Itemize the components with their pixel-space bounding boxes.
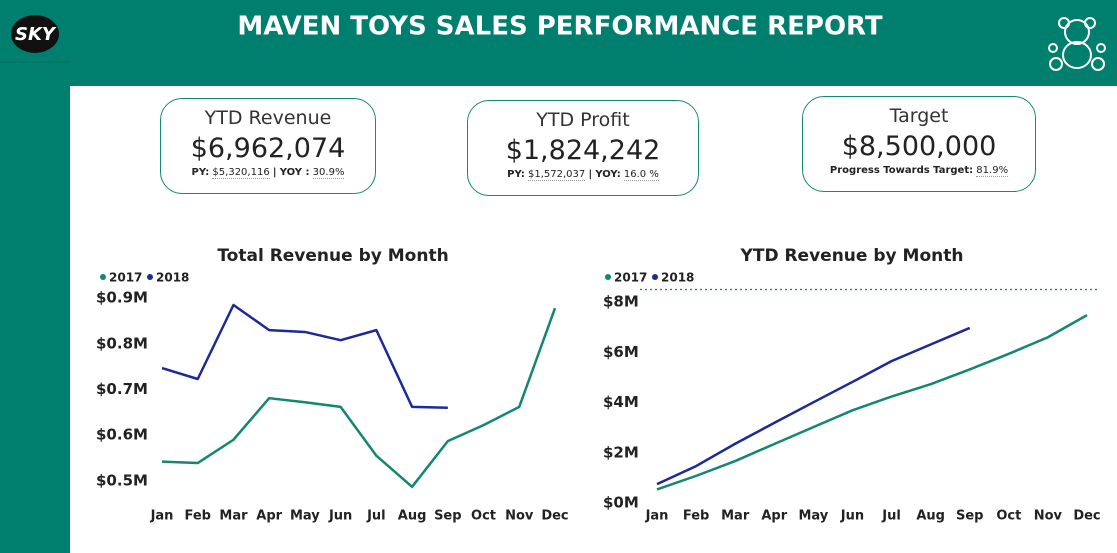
x-tick-label: Nov — [505, 509, 534, 524]
x-tick-label: Jun — [328, 509, 352, 524]
chart-title: YTD Revenue by Month — [740, 246, 964, 266]
kpi-note: PY: $5,320,116 | YOY : 30.9% — [161, 167, 375, 179]
chart-title: Total Revenue by Month — [217, 246, 448, 266]
kpi-card: Target $8,500,000 Progress Towards Target:… — [802, 96, 1036, 192]
y-tick-label: $0.9M — [96, 289, 148, 307]
x-tick-label: Jul — [366, 509, 386, 524]
legend-label: 2018 — [661, 271, 694, 285]
legend-label: 2017 — [614, 271, 647, 285]
series-line — [161, 307, 557, 489]
y-tick-label: $0M — [603, 494, 639, 512]
x-tick-label: Aug — [916, 509, 945, 524]
y-tick-label: $2M — [603, 443, 639, 461]
x-tick-label: Oct — [996, 509, 1021, 524]
kpi-note-part: 81.9% — [976, 165, 1009, 177]
bear-icon — [1048, 17, 1106, 71]
kpi-note-part: YOY : — [279, 167, 310, 178]
header-title: MAVEN TOYS SALES PERFORMANCE REPORT — [237, 12, 883, 42]
x-tick-label: Apr — [256, 509, 282, 524]
x-tick-label: Feb — [184, 509, 210, 524]
logo: SKY — [15, 24, 57, 45]
side-bar — [0, 62, 70, 553]
kpi-value: $1,824,242 — [505, 135, 661, 166]
y-tick-label: $0.6M — [96, 426, 148, 444]
x-tick-label: Feb — [683, 509, 709, 524]
x-tick-label: Aug — [398, 509, 427, 524]
y-tick-label: $8M — [603, 293, 639, 311]
y-tick-label: $0.7M — [96, 380, 148, 398]
x-tick-label: May — [798, 509, 828, 524]
x-tick-label: Dec — [541, 509, 568, 524]
legend-dot — [100, 274, 106, 280]
kpi-note-part: PY: — [191, 167, 210, 178]
series-line — [161, 303, 448, 410]
x-tick-label: Mar — [219, 509, 248, 524]
kpi-note-part: PY: — [507, 169, 525, 180]
kpi-note-part: | — [588, 169, 593, 180]
legend-label: 2017 — [109, 271, 142, 285]
kpi-note: PY: $1,572,037 | YOY: 16.0 % — [468, 169, 698, 181]
kpi-title: YTD Profit — [536, 109, 630, 131]
kpi-title: YTD Revenue — [204, 107, 332, 129]
logo-badge — [11, 15, 59, 53]
x-tick-label: Mar — [721, 509, 750, 524]
y-tick-label: $6M — [603, 343, 639, 361]
kpi-card: YTD Revenue $6,962,074 PY: $5,320,116 | YO… — [160, 98, 376, 194]
y-tick-label: $4M — [603, 393, 639, 411]
x-tick-label: Sep — [434, 509, 462, 524]
x-tick-label: Nov — [1034, 509, 1063, 524]
x-tick-label: Jun — [840, 509, 864, 524]
x-tick-label: Dec — [1073, 509, 1100, 524]
x-tick-label: Jan — [645, 509, 669, 524]
legend-dot — [147, 274, 153, 280]
kpi-note-part: Progress Towards Target: — [829, 165, 974, 176]
y-tick-label: $0.5M — [96, 471, 148, 489]
x-tick-label: May — [290, 509, 320, 524]
legend-dot — [652, 274, 658, 280]
kpi-note-part: $1,572,037 — [528, 169, 586, 181]
kpi-value: $8,500,000 — [841, 131, 997, 162]
kpi-note-part: 30.9% — [312, 167, 345, 179]
legend-dot — [605, 274, 611, 280]
kpi-note-part: $5,320,116 — [212, 167, 270, 179]
x-tick-label: Sep — [956, 509, 984, 524]
kpi-card: YTD Profit $1,824,242 PY: $1,572,037 | YOY… — [467, 100, 699, 196]
kpi-note-part: | — [272, 167, 277, 178]
x-tick-label: Apr — [761, 509, 787, 524]
kpi-note: Progress Towards Target: 81.9% — [803, 165, 1035, 177]
kpi-note-part: YOY: — [595, 169, 621, 180]
x-tick-label: Jul — [881, 509, 901, 524]
legend-label: 2018 — [156, 271, 189, 285]
y-tick-label: $0.8M — [96, 334, 148, 352]
kpi-value: $6,962,074 — [190, 133, 346, 164]
kpi-title: Target — [889, 105, 949, 127]
series-line — [656, 314, 1088, 491]
x-tick-label: Oct — [471, 509, 496, 524]
kpi-note-part: 16.0 % — [623, 169, 659, 181]
series-line — [656, 326, 971, 486]
x-tick-label: Jan — [150, 509, 174, 524]
header-bar — [0, 0, 1117, 86]
